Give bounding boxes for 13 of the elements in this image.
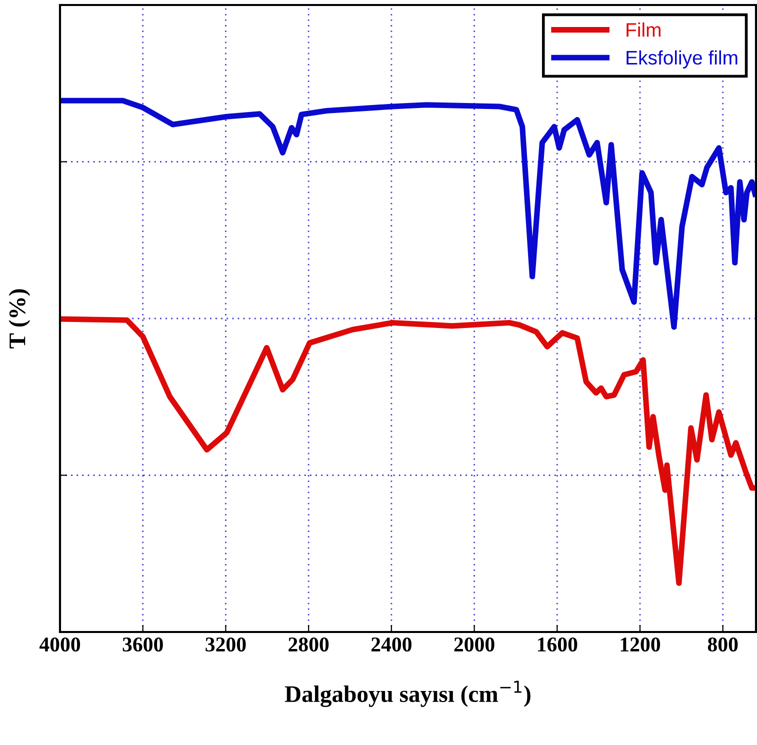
x-tick-label: 3200 [206, 637, 246, 652]
x-tick-label: 2800 [288, 637, 329, 652]
legend-label: Film [626, 22, 660, 37]
x-tick-label: 2000 [454, 637, 494, 652]
x-tick-label: 4000 [39, 637, 80, 652]
x-tick-label: 1200 [620, 637, 660, 652]
x-tick-label: 2400 [371, 637, 412, 652]
x-tick-label: 800 [708, 637, 738, 652]
x-tick-label: 3600 [122, 637, 163, 652]
legend-label: Eksfoliye film [626, 50, 738, 68]
y-axis-title: T (%) [8, 289, 30, 348]
x-tick-label: 1600 [538, 637, 578, 652]
x-axis-title: Dalgaboyu sayısı (cm$^{−1}$) [284, 680, 530, 708]
